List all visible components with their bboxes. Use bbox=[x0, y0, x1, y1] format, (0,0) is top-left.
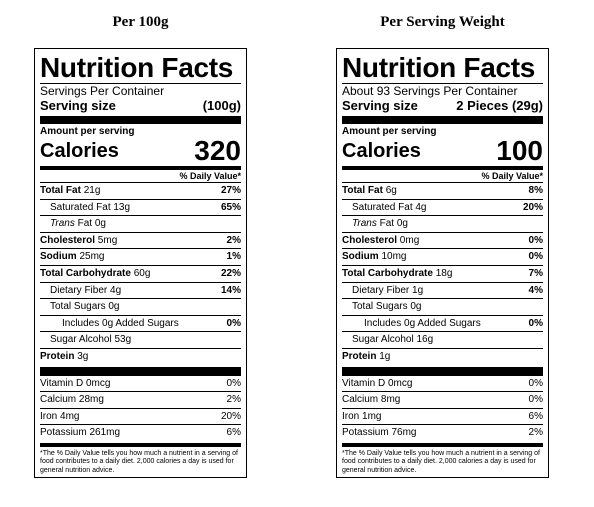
calories-row: Calories 320 bbox=[40, 135, 241, 166]
nutrient-row-total-fat: Total Fat 21g 27% bbox=[40, 182, 241, 199]
nutrient-row-cholesterol: Cholesterol 0mg 0% bbox=[342, 231, 543, 249]
nutrient-row-saturated-fat: Saturated Fat 4g 20% bbox=[342, 198, 543, 216]
serving-size-value: (100g) bbox=[202, 98, 241, 113]
calories-row: Calories 100 bbox=[342, 135, 543, 166]
nutrient-row-trans-fat: Trans Fat 0g bbox=[40, 215, 241, 232]
nutrient-row-sodium: Sodium 10mg 0% bbox=[342, 248, 543, 265]
nutrient-row-potassium: Potassium 76mg 2% bbox=[342, 424, 543, 441]
nutrient-row-cholesterol: Cholesterol 5mg 2% bbox=[40, 231, 241, 249]
nutrient-row-saturated-fat: Saturated Fat 13g 65% bbox=[40, 198, 241, 216]
calories-value: 320 bbox=[194, 135, 241, 166]
servings-per-container: About 93 Servings Per Container bbox=[342, 84, 518, 98]
panel-heading-per-serving: Per Serving Weight bbox=[380, 14, 505, 30]
nutrient-row-total-sugars: Total Sugars 0g bbox=[342, 298, 543, 315]
nutrient-row-added-sugars: Includes 0g Added Sugars 0% bbox=[342, 314, 543, 332]
nutrient-row-vitamin-d: Vitamin D 0mcg 0% bbox=[40, 377, 241, 389]
amount-per-serving: Amount per serving bbox=[342, 126, 437, 137]
calories-label: Calories bbox=[40, 140, 119, 162]
nutrient-row-sugar-alcohol: Sugar Alcohol 16g bbox=[342, 331, 543, 348]
nutrition-label-per-100g: Nutrition Facts Servings Per Container S… bbox=[34, 48, 247, 478]
nutrient-row-total-sugars: Total Sugars 0g bbox=[40, 298, 241, 315]
daily-value-footnote: *The % Daily Value tells you how much a … bbox=[342, 449, 540, 474]
nutrient-row-dietary-fiber: Dietary Fiber 4g 14% bbox=[40, 281, 241, 299]
amount-per-serving: Amount per serving bbox=[40, 126, 135, 137]
nutrient-row-iron: Iron 1mg 6% bbox=[342, 407, 543, 425]
nutrient-row-total-carbohydrate: Total Carbohydrate 18g 7% bbox=[342, 264, 543, 282]
servings-per-container: Servings Per Container bbox=[40, 84, 165, 98]
nutrient-row-sodium: Sodium 25mg 1% bbox=[40, 248, 241, 265]
nutrient-row-vitamin-d: Vitamin D 0mcg 0% bbox=[342, 377, 543, 389]
nutrient-row-trans-fat: Trans Fat 0g bbox=[342, 215, 543, 232]
serving-size-row: Serving size (100g) bbox=[40, 98, 241, 113]
nutrition-facts-title: Nutrition Facts bbox=[342, 52, 536, 83]
calories-label: Calories bbox=[342, 140, 421, 162]
nutrient-row-protein: Protein 1g bbox=[342, 347, 543, 365]
daily-value-header: % Daily Value* bbox=[179, 171, 241, 181]
daily-value-header: % Daily Value* bbox=[481, 171, 543, 181]
nutrient-row-sugar-alcohol: Sugar Alcohol 53g bbox=[40, 331, 241, 348]
serving-size-label: Serving size bbox=[40, 98, 116, 113]
nutrient-row-total-fat: Total Fat 6g 8% bbox=[342, 182, 543, 199]
nutrition-facts-title: Nutrition Facts bbox=[40, 52, 234, 83]
serving-size-value: 2 Pieces (29g) bbox=[456, 98, 543, 113]
serving-size-row: Serving size 2 Pieces (29g) bbox=[342, 98, 543, 113]
nutrition-label-per-serving: Nutrition Facts About 93 Servings Per Co… bbox=[336, 48, 549, 478]
serving-size-label: Serving size bbox=[342, 98, 418, 113]
nutrient-row-calcium: Calcium 8mg 0% bbox=[342, 391, 543, 408]
nutrient-row-dietary-fiber: Dietary Fiber 1g 4% bbox=[342, 281, 543, 299]
nutrient-row-calcium: Calcium 28mg 2% bbox=[40, 391, 241, 408]
nutrient-row-iron: Iron 4mg 20% bbox=[40, 407, 241, 425]
nutrient-row-added-sugars: Includes 0g Added Sugars 0% bbox=[40, 314, 241, 332]
nutrient-row-total-carbohydrate: Total Carbohydrate 60g 22% bbox=[40, 264, 241, 282]
calories-value: 100 bbox=[496, 135, 543, 166]
panel-heading-per-100g: Per 100g bbox=[112, 14, 169, 30]
daily-value-footnote: *The % Daily Value tells you how much a … bbox=[40, 449, 238, 474]
nutrient-row-potassium: Potassium 261mg 6% bbox=[40, 424, 241, 441]
nutrient-row-protein: Protein 3g bbox=[40, 347, 241, 365]
